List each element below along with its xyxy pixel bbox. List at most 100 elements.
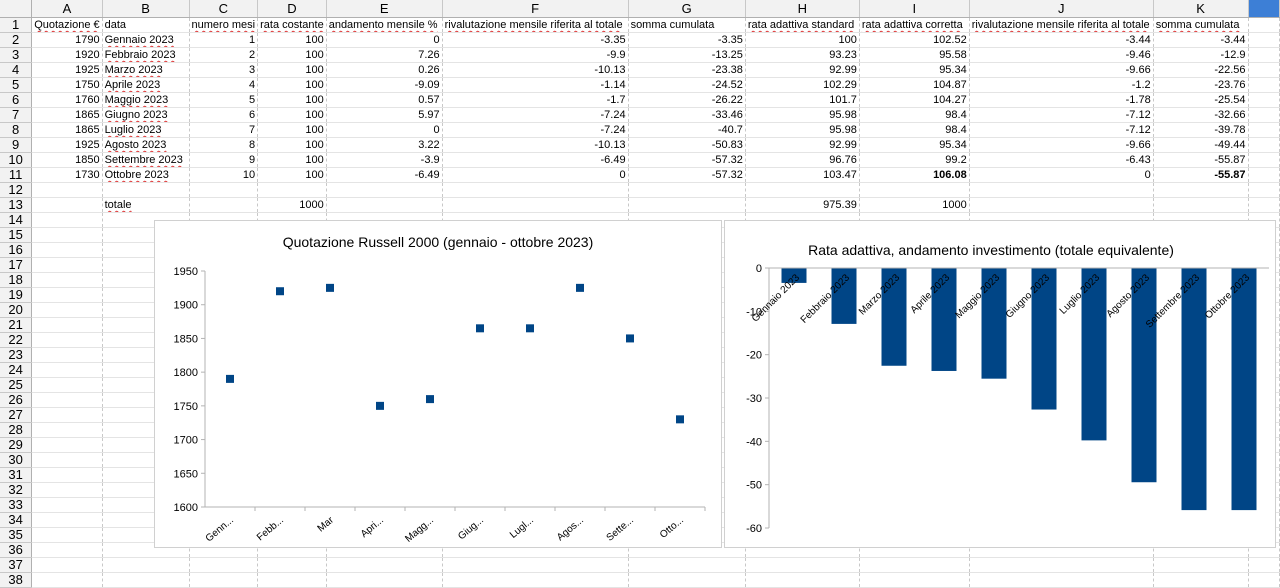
cell[interactable]: 1750 xyxy=(31,77,103,93)
cell[interactable]: somma cumulata xyxy=(628,17,746,33)
cell[interactable] xyxy=(1153,572,1249,588)
cell[interactable]: -9.66 xyxy=(969,137,1154,153)
cell[interactable] xyxy=(1248,47,1280,63)
row-header[interactable]: 11 xyxy=(0,167,33,183)
cell[interactable] xyxy=(189,572,259,588)
row-header[interactable]: 27 xyxy=(0,407,33,423)
cell[interactable] xyxy=(31,572,103,588)
column-header-d[interactable]: D xyxy=(257,0,327,18)
cell[interactable]: -32.66 xyxy=(1153,107,1249,123)
row-header[interactable]: 26 xyxy=(0,392,33,408)
row-header[interactable]: 38 xyxy=(0,572,33,588)
cell[interactable]: 102.29 xyxy=(745,77,860,93)
cell[interactable]: 5 xyxy=(189,92,259,108)
select-all-corner[interactable] xyxy=(0,0,33,18)
cell[interactable] xyxy=(31,362,103,378)
column-header-g[interactable]: G xyxy=(628,0,746,18)
cell[interactable] xyxy=(969,197,1154,213)
cell[interactable]: -1.14 xyxy=(442,77,629,93)
cell[interactable]: 7.26 xyxy=(326,47,443,63)
column-header-j[interactable]: J xyxy=(969,0,1154,18)
cell[interactable]: rata adattiva corretta xyxy=(859,17,970,33)
cell[interactable]: 1850 xyxy=(31,152,103,168)
cell[interactable] xyxy=(1248,17,1280,33)
row-header[interactable]: 15 xyxy=(0,227,33,243)
cell[interactable] xyxy=(31,422,103,438)
column-header-l[interactable] xyxy=(1248,0,1280,18)
cell[interactable]: 92.99 xyxy=(745,137,860,153)
cell[interactable]: 1865 xyxy=(31,107,103,123)
cell[interactable] xyxy=(745,557,860,573)
cell[interactable] xyxy=(1248,122,1280,138)
column-header-i[interactable]: I xyxy=(859,0,970,18)
cell[interactable] xyxy=(31,272,103,288)
row-header[interactable]: 17 xyxy=(0,257,33,273)
cell[interactable]: -7.24 xyxy=(442,107,629,123)
cell[interactable] xyxy=(31,437,103,453)
cell[interactable] xyxy=(31,242,103,258)
cell[interactable] xyxy=(1248,32,1280,48)
cell[interactable]: 100 xyxy=(257,152,327,168)
cell[interactable]: 1865 xyxy=(31,122,103,138)
row-header[interactable]: 5 xyxy=(0,77,33,93)
cell[interactable] xyxy=(969,572,1154,588)
cell[interactable]: 100 xyxy=(257,122,327,138)
row-header[interactable]: 21 xyxy=(0,317,33,333)
column-header-f[interactable]: F xyxy=(442,0,629,18)
cell[interactable] xyxy=(859,557,970,573)
row-header[interactable]: 32 xyxy=(0,482,33,498)
cell[interactable] xyxy=(257,557,327,573)
cell[interactable] xyxy=(31,557,103,573)
cell[interactable] xyxy=(31,452,103,468)
row-header[interactable]: 34 xyxy=(0,512,33,528)
row-header[interactable]: 28 xyxy=(0,422,33,438)
cell[interactable]: 93.23 xyxy=(745,47,860,63)
cell[interactable] xyxy=(1248,167,1280,183)
cell[interactable] xyxy=(859,572,970,588)
cell[interactable] xyxy=(31,332,103,348)
cell[interactable] xyxy=(442,197,629,213)
cell[interactable]: 100 xyxy=(257,107,327,123)
cell[interactable]: Settembre 2023 xyxy=(102,152,190,168)
cell[interactable] xyxy=(102,572,190,588)
cell[interactable] xyxy=(31,302,103,318)
cell[interactable]: 95.58 xyxy=(859,47,970,63)
cell[interactable]: -7.12 xyxy=(969,107,1154,123)
cell[interactable] xyxy=(1248,77,1280,93)
cell[interactable]: Maggio 2023 xyxy=(102,92,190,108)
cell[interactable]: -33.46 xyxy=(628,107,746,123)
cell[interactable] xyxy=(1248,107,1280,123)
cell[interactable]: Gennaio 2023 xyxy=(102,32,190,48)
cell[interactable]: -50.83 xyxy=(628,137,746,153)
cell[interactable] xyxy=(31,287,103,303)
cell[interactable]: 104.27 xyxy=(859,92,970,108)
cell[interactable]: 98.4 xyxy=(859,107,970,123)
cell[interactable]: 975.39 xyxy=(745,197,860,213)
row-header[interactable]: 24 xyxy=(0,362,33,378)
cell[interactable] xyxy=(969,557,1154,573)
cell[interactable]: 9 xyxy=(189,152,259,168)
cell[interactable]: data xyxy=(102,17,190,33)
cell[interactable]: -40.7 xyxy=(628,122,746,138)
cell[interactable]: -7.12 xyxy=(969,122,1154,138)
cell[interactable] xyxy=(745,182,860,198)
cell[interactable]: -6.43 xyxy=(969,152,1154,168)
cell[interactable]: 0 xyxy=(969,167,1154,183)
cell[interactable]: totale xyxy=(102,197,190,213)
cell[interactable] xyxy=(859,182,970,198)
cell[interactable]: 10 xyxy=(189,167,259,183)
cell[interactable] xyxy=(189,557,259,573)
cell[interactable] xyxy=(31,467,103,483)
cell[interactable] xyxy=(628,182,746,198)
row-header[interactable]: 4 xyxy=(0,62,33,78)
cell[interactable]: 0 xyxy=(326,32,443,48)
cell[interactable]: -9.09 xyxy=(326,77,443,93)
cell[interactable] xyxy=(31,392,103,408)
cell[interactable] xyxy=(31,257,103,273)
row-header[interactable]: 36 xyxy=(0,542,33,558)
cell[interactable]: -3.35 xyxy=(628,32,746,48)
column-header-c[interactable]: C xyxy=(189,0,259,18)
row-header[interactable]: 7 xyxy=(0,107,33,123)
cell[interactable]: -3.44 xyxy=(969,32,1154,48)
cell[interactable]: 4 xyxy=(189,77,259,93)
